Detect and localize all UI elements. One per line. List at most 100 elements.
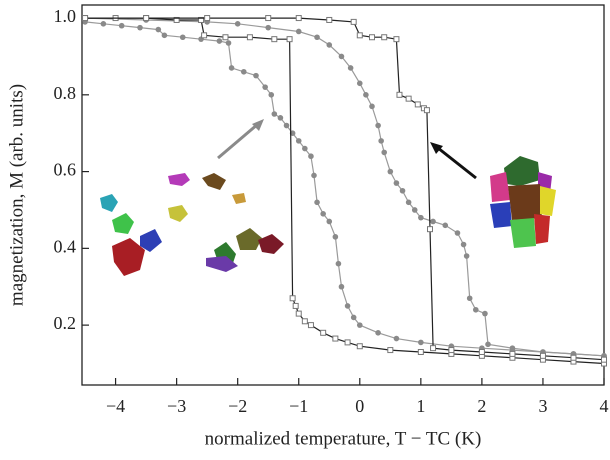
circle-marker <box>375 122 381 129</box>
circle-marker <box>338 283 345 290</box>
circle-marker <box>308 153 314 160</box>
x-tick-label: 2 <box>477 396 486 416</box>
x-tick-label: 3 <box>538 396 547 416</box>
series-line <box>85 17 605 361</box>
square-marker <box>271 36 278 43</box>
circle-marker <box>216 38 223 44</box>
square-marker <box>369 34 375 41</box>
square-marker <box>414 101 421 108</box>
square-marker <box>295 310 302 317</box>
circle-marker <box>271 111 278 117</box>
square-marker <box>478 348 485 355</box>
square-marker <box>423 107 430 114</box>
circle-marker <box>338 53 345 60</box>
circle-marker <box>240 68 247 75</box>
square-marker <box>246 34 253 41</box>
circle-marker <box>295 138 302 144</box>
circle-marker <box>302 145 308 152</box>
square-marker <box>539 352 546 359</box>
x-tick-label: 4 <box>600 396 609 416</box>
circle-marker <box>405 199 412 206</box>
square-marker <box>289 295 296 302</box>
circle-marker <box>350 314 357 321</box>
circle-marker <box>161 32 168 39</box>
x-tick-label: −4 <box>106 396 125 416</box>
circle-marker <box>356 322 363 328</box>
circle-marker <box>363 92 369 98</box>
square-marker <box>286 36 293 43</box>
circle-marker <box>100 21 107 27</box>
square-marker <box>295 15 302 22</box>
square-marker <box>350 18 357 25</box>
square-marker <box>198 16 205 23</box>
circle-marker <box>320 211 326 217</box>
circle-marker <box>311 172 317 179</box>
circle-marker <box>253 72 259 79</box>
circle-marker <box>295 28 302 35</box>
circle-marker <box>277 115 284 121</box>
square-marker <box>204 15 211 22</box>
circle-marker <box>326 218 333 225</box>
y-tick-label: 0.2 <box>54 313 77 333</box>
x-tick-label: −3 <box>167 396 186 416</box>
circle-marker <box>381 149 388 156</box>
square-marker <box>387 347 394 354</box>
circle-marker <box>393 335 400 342</box>
circle-marker <box>472 306 479 313</box>
circle-marker <box>314 34 320 41</box>
square-marker <box>405 95 412 102</box>
square-marker <box>393 36 400 43</box>
circle-marker <box>485 341 491 348</box>
square-marker <box>430 345 437 352</box>
circle-marker <box>228 65 235 71</box>
circle-marker <box>225 40 232 46</box>
square-marker <box>601 356 607 363</box>
y-tick-label: 1.0 <box>54 6 77 26</box>
square-marker <box>326 16 333 23</box>
x-tick-label: −1 <box>289 396 308 416</box>
circle-marker <box>326 42 333 48</box>
square-marker <box>417 348 424 355</box>
circle-marker <box>347 65 354 71</box>
square-marker <box>265 15 272 22</box>
circle-marker <box>262 84 268 90</box>
circle-marker <box>411 207 418 213</box>
circle-marker <box>137 24 143 31</box>
square-marker <box>82 15 89 22</box>
circle-marker <box>442 222 449 229</box>
circle-marker <box>387 168 394 175</box>
square-marker <box>201 32 208 39</box>
square-marker <box>292 302 299 309</box>
x-axis-title: normalized temperature, T − TC (K) <box>205 428 482 449</box>
circle-marker <box>314 199 320 206</box>
circle-marker <box>268 92 275 98</box>
circle-marker <box>399 187 406 194</box>
square-marker <box>448 347 455 354</box>
square-marker <box>320 329 327 336</box>
square-marker <box>222 34 229 41</box>
square-marker <box>301 318 308 325</box>
square-marker <box>344 339 351 346</box>
x-tick-label: 0 <box>355 396 364 416</box>
square-marker <box>356 32 363 39</box>
circle-marker <box>418 214 424 221</box>
circle-marker <box>179 34 186 41</box>
circle-marker <box>509 345 516 351</box>
y-tick-label: 0.4 <box>54 236 77 256</box>
circle-marker <box>283 122 290 129</box>
square-marker <box>509 350 516 357</box>
circle-marker <box>332 234 339 240</box>
plot-frame <box>81 4 605 386</box>
circle-marker <box>344 303 351 309</box>
circle-marker <box>369 103 375 110</box>
square-marker <box>356 343 363 350</box>
circle-marker <box>454 230 461 236</box>
circle-marker <box>482 310 488 317</box>
circle-marker <box>466 295 473 302</box>
circle-marker <box>460 241 467 248</box>
circle-marker <box>378 138 384 144</box>
square-marker <box>332 335 339 342</box>
circle-marker <box>393 180 400 186</box>
circle-marker <box>418 339 424 346</box>
